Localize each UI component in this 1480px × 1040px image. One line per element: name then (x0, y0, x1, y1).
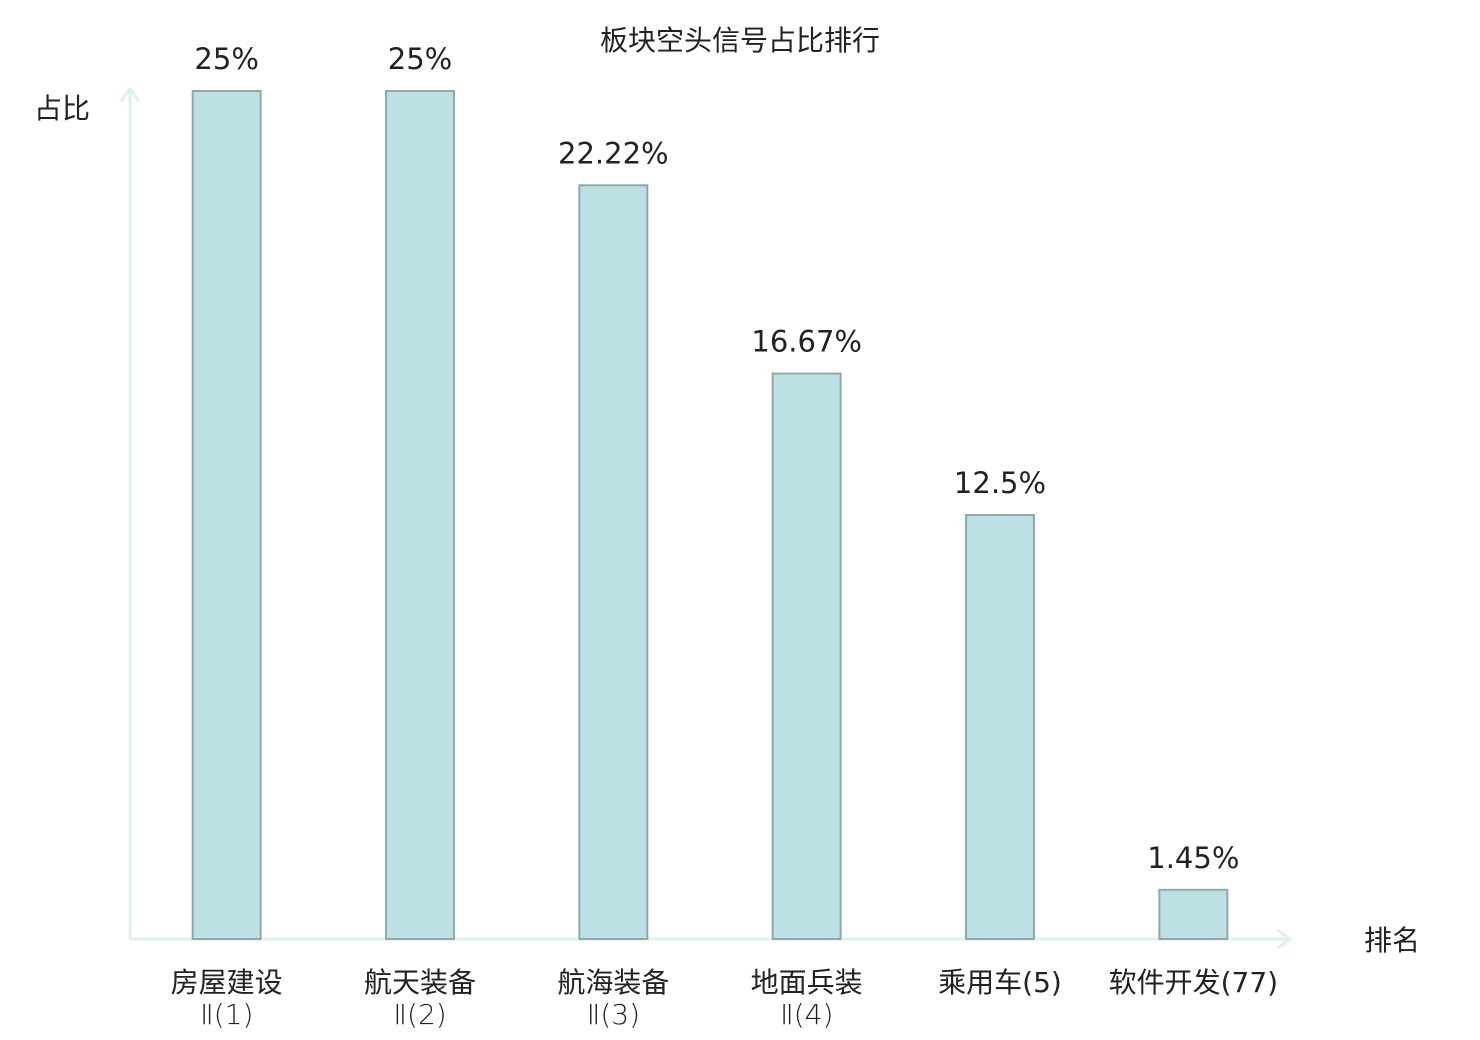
value-label: 22.22% (558, 136, 669, 170)
x-tick-label: 软件开发(77) (1109, 966, 1278, 999)
value-label: 12.5% (954, 466, 1046, 500)
value-label: 25% (194, 42, 258, 76)
x-tick-label: 乘用车(5) (938, 966, 1062, 999)
x-axis-label: 排名 (1364, 924, 1420, 957)
value-label: 16.67% (751, 325, 862, 359)
bar (191, 90, 262, 940)
bar (771, 372, 842, 940)
x-tick-label: 地面兵装 (751, 966, 863, 999)
y-axis-arrow (119, 86, 141, 102)
x-tick-label: 航海装备 (557, 966, 669, 999)
x-tick-label: Ⅱ(1) (200, 998, 253, 1031)
y-axis-label: 占比 (34, 92, 90, 125)
x-tick-label: 房屋建设 (171, 966, 283, 999)
value-label: 1.45% (1147, 841, 1239, 875)
x-tick-label: Ⅱ(4) (780, 998, 833, 1031)
chart-title: 板块空头信号占比排行 (600, 24, 880, 57)
x-tick-label: Ⅱ(3) (587, 998, 640, 1031)
bar (385, 90, 455, 940)
bar (578, 184, 649, 940)
bar (1158, 888, 1229, 940)
bar (965, 514, 1035, 940)
value-label: 25% (388, 42, 452, 76)
x-tick-label: Ⅱ(2) (393, 998, 446, 1031)
x-axis-arrow (1277, 928, 1293, 950)
x-tick-label: 航天装备 (364, 966, 476, 999)
